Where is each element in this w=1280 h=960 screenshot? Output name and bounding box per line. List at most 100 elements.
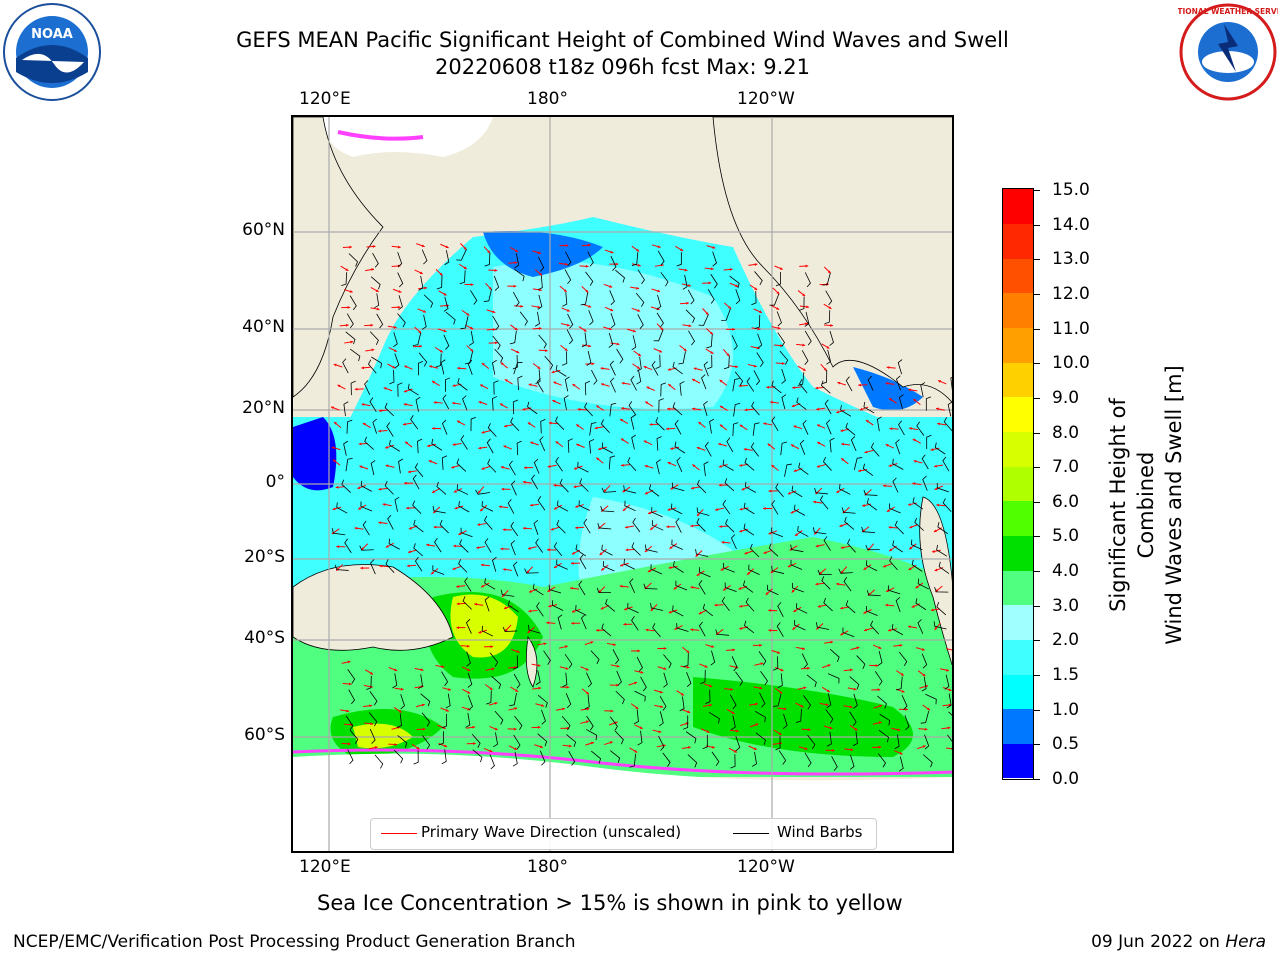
lat-label-60n: 60°N (242, 220, 285, 240)
wave-direction-arrowhead (650, 527, 654, 530)
wind-barb (845, 600, 856, 614)
wind-barb (472, 749, 483, 763)
wind-barb (826, 419, 832, 435)
wave-direction-arrowhead (374, 746, 378, 749)
wave-direction-arrowhead (494, 727, 498, 731)
wave-direction-arrowhead (608, 327, 612, 331)
wind-barb (564, 376, 570, 392)
wind-barb (853, 693, 858, 709)
wind-barb (862, 463, 874, 476)
wave-direction-arrowhead (494, 268, 498, 272)
wind-barb (845, 422, 856, 436)
wave-direction-arrowhead (571, 621, 574, 625)
wave-direction-arrowhead (527, 546, 531, 550)
wind-barb (825, 709, 834, 724)
wind-barb (360, 480, 372, 492)
wave-direction-arrowhead (378, 521, 382, 525)
wave-direction-arrowhead (432, 490, 436, 493)
wave-direction-arrowhead (888, 464, 892, 467)
wind-barb (700, 669, 706, 684)
wind-barb (827, 673, 840, 684)
wind-barb (481, 501, 494, 512)
wind-barb (631, 335, 637, 351)
wind-barb (799, 296, 805, 311)
wind-barb (407, 383, 419, 396)
wind-barb (609, 290, 615, 306)
wind-barb (631, 616, 639, 631)
wave-direction-arrowhead (500, 362, 504, 366)
wave-direction-arrowhead (889, 398, 893, 401)
wind-barb (803, 695, 812, 710)
colorbar-tick-label: 9.0 (1052, 387, 1080, 408)
wave-direction-arrowhead (553, 506, 557, 510)
wave-direction-arrowhead (663, 667, 667, 670)
lon-label-top-120w: 120°W (737, 89, 795, 109)
wave-direction-arrowhead (791, 589, 795, 593)
wave-direction-arrowhead (827, 270, 831, 274)
wind-barb (566, 734, 577, 747)
wind-barb (556, 559, 568, 570)
wave-direction-arrowhead (670, 447, 674, 450)
wind-barb (374, 293, 380, 309)
wind-barb (696, 479, 707, 494)
wind-barb (539, 436, 546, 452)
wind-barb (698, 567, 711, 578)
wave-direction-arrowhead (879, 704, 883, 708)
wave-direction-arrowhead (915, 585, 919, 589)
wave-direction-arrowhead (715, 508, 719, 511)
wave-direction-arrowhead (719, 405, 723, 409)
wind-barb (877, 695, 887, 709)
wind-barb (769, 293, 780, 306)
wind-barb (467, 359, 473, 375)
wave-direction-arrowhead (528, 383, 532, 387)
wind-barb (758, 651, 767, 666)
wind-barb (422, 735, 431, 750)
wave-direction-arrowhead (827, 664, 831, 667)
wave-direction-arrowhead (897, 728, 901, 732)
wave-direction-arrowhead (522, 526, 526, 530)
wave-direction-arrowhead (431, 380, 435, 384)
wave-direction-arrowhead (513, 727, 517, 731)
wind-barb (898, 756, 904, 772)
wind-barb (384, 402, 395, 417)
wave-direction-arrowhead (378, 429, 382, 433)
wave-direction-arrowhead (550, 527, 554, 531)
wave-direction-arrowhead (637, 649, 641, 653)
wave-direction-arrowhead (383, 387, 387, 390)
colorbar-segment (1003, 258, 1033, 294)
wind-barb (535, 670, 541, 686)
wave-direction-arrowhead (492, 310, 496, 314)
wind-barb (752, 422, 760, 436)
wave-direction-arrowhead (690, 585, 694, 589)
wave-direction-arrowhead (480, 384, 484, 388)
colorbar-tick-mark (1034, 190, 1040, 191)
wave-direction-arrowhead (802, 343, 806, 347)
wind-barb (586, 350, 592, 366)
wind-barb (651, 520, 664, 531)
wind-barb (467, 695, 474, 711)
wind-barb (368, 712, 378, 727)
wind-barb (372, 418, 378, 434)
wind-barb (824, 399, 832, 415)
wave-direction-arrowhead (603, 489, 607, 492)
colorbar-label-line1: Significant Height of Combined (1106, 398, 1158, 612)
wind-barb (584, 402, 593, 417)
wind-barb (744, 481, 756, 493)
wind-barb (417, 438, 423, 454)
wind-barb (795, 709, 802, 723)
wind-barb (535, 369, 541, 384)
wave-direction-arrowhead (385, 445, 389, 449)
wind-barb (336, 502, 348, 514)
wave-direction-arrowhead (452, 401, 455, 405)
wind-barb (400, 694, 405, 710)
wave-direction-arrowhead (647, 569, 651, 573)
wind-barb (658, 735, 665, 751)
wave-direction-arrowhead (421, 703, 425, 707)
colorbar-tick-label: 7.0 (1052, 457, 1080, 478)
wind-barb (790, 559, 803, 570)
wind-barb (799, 439, 806, 455)
wave-direction-arrowhead (467, 668, 471, 672)
wind-barb (494, 710, 504, 725)
wind-barb (559, 478, 569, 493)
wave-direction-arrowhead (739, 507, 743, 511)
